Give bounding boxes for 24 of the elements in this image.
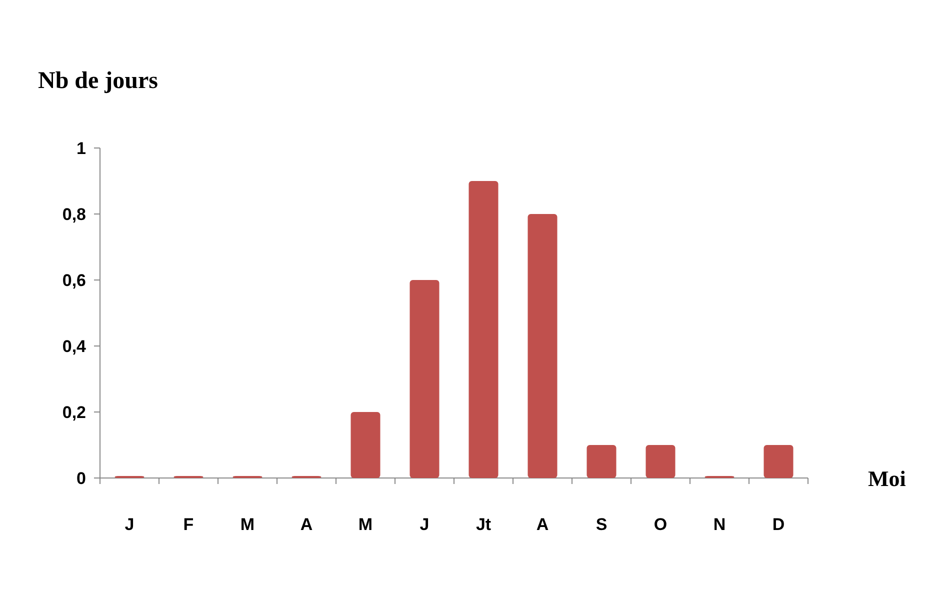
- x-tick-label: S: [596, 515, 608, 534]
- x-tick-label: M: [240, 515, 255, 534]
- x-tick-label: F: [183, 515, 194, 534]
- y-tick-label: 0,4: [62, 336, 87, 356]
- x-tick-label: A: [536, 515, 549, 534]
- y-tick-label: 1: [76, 138, 86, 158]
- x-tick-label: D: [772, 515, 785, 534]
- y-tick-label: 0,6: [62, 270, 86, 290]
- y-tick-label: 0: [76, 468, 86, 488]
- x-tick-label: Jt: [476, 515, 492, 534]
- x-tick-label: J: [124, 515, 134, 534]
- x-tick-label: O: [654, 515, 668, 534]
- bar: [528, 214, 558, 478]
- y-tick-label: 0,8: [62, 204, 86, 224]
- x-tick-label: M: [358, 515, 373, 534]
- x-axis-title: Moi: [868, 466, 906, 491]
- bar: [350, 412, 380, 478]
- y-tick-label: 0,2: [62, 402, 86, 422]
- x-tick-label: J: [420, 515, 430, 534]
- bar: [410, 280, 440, 478]
- x-tick-label: N: [713, 515, 726, 534]
- y-axis-title: Nb de jours: [38, 68, 158, 94]
- bar: [468, 181, 498, 478]
- x-tick-label: A: [300, 515, 313, 534]
